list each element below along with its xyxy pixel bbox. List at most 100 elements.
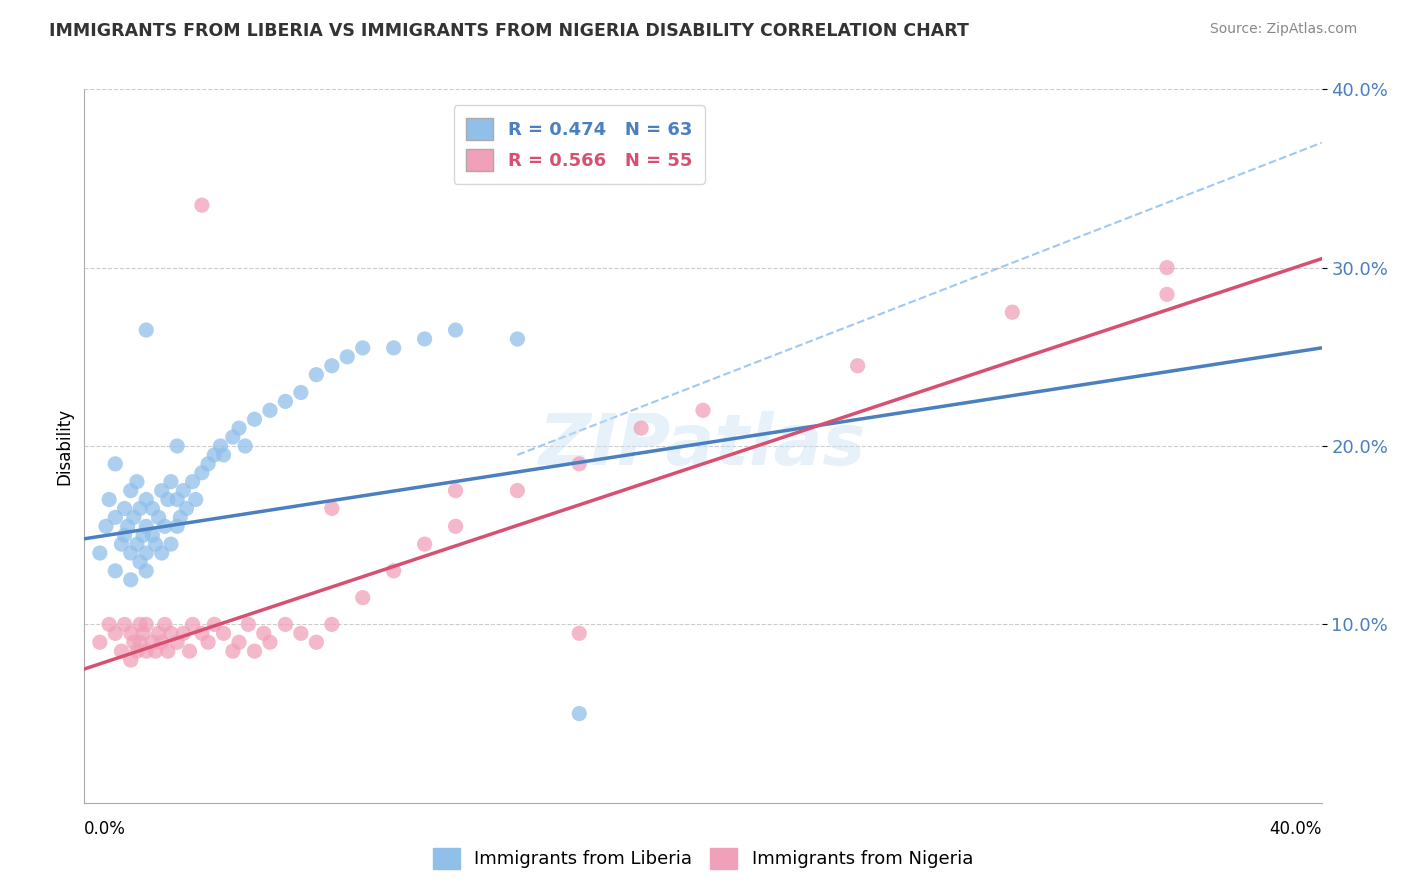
Point xyxy=(444,483,467,498)
Point xyxy=(160,475,183,489)
Point xyxy=(148,626,170,640)
Point xyxy=(117,519,139,533)
Point xyxy=(197,635,219,649)
Point xyxy=(120,653,142,667)
Point xyxy=(238,617,260,632)
Point xyxy=(104,457,127,471)
Point xyxy=(166,492,188,507)
Point xyxy=(153,519,176,533)
Point xyxy=(166,439,188,453)
Point xyxy=(692,403,714,417)
Text: 0.0%: 0.0% xyxy=(84,820,127,838)
Point xyxy=(191,198,214,212)
Point xyxy=(352,341,374,355)
Point xyxy=(197,457,219,471)
Point xyxy=(1001,305,1024,319)
Point xyxy=(166,635,188,649)
Point xyxy=(212,626,235,640)
Point xyxy=(568,457,591,471)
Point xyxy=(243,412,266,426)
Point xyxy=(191,626,214,640)
Point xyxy=(259,635,281,649)
Point xyxy=(122,635,145,649)
Point xyxy=(382,341,405,355)
Point xyxy=(120,626,142,640)
Point xyxy=(321,617,343,632)
Point xyxy=(321,359,343,373)
Point xyxy=(132,528,155,542)
Point xyxy=(135,323,157,337)
Point xyxy=(243,644,266,658)
Point xyxy=(114,528,136,542)
Point xyxy=(172,626,194,640)
Point xyxy=(352,591,374,605)
Text: ZIPatlas: ZIPatlas xyxy=(540,411,866,481)
Point xyxy=(122,510,145,524)
Point xyxy=(150,546,173,560)
Point xyxy=(160,537,183,551)
Point xyxy=(156,644,179,658)
Text: IMMIGRANTS FROM LIBERIA VS IMMIGRANTS FROM NIGERIA DISABILITY CORRELATION CHART: IMMIGRANTS FROM LIBERIA VS IMMIGRANTS FR… xyxy=(49,22,969,40)
Point xyxy=(176,501,198,516)
Point xyxy=(114,617,136,632)
Point xyxy=(125,537,148,551)
Point xyxy=(166,519,188,533)
Point xyxy=(98,617,121,632)
Point xyxy=(506,483,529,498)
Point xyxy=(135,519,157,533)
Point xyxy=(444,323,467,337)
Point xyxy=(135,564,157,578)
Point xyxy=(181,617,204,632)
Point xyxy=(228,635,250,649)
Point xyxy=(129,635,152,649)
Point xyxy=(153,617,176,632)
Point xyxy=(413,537,436,551)
Point xyxy=(145,537,167,551)
Point xyxy=(129,555,152,569)
Point xyxy=(209,439,232,453)
Point xyxy=(172,483,194,498)
Point xyxy=(141,501,163,516)
Point xyxy=(233,439,256,453)
Point xyxy=(156,492,179,507)
Point xyxy=(114,501,136,516)
Point xyxy=(125,644,148,658)
Point xyxy=(184,492,207,507)
Text: 40.0%: 40.0% xyxy=(1270,820,1322,838)
Point xyxy=(125,475,148,489)
Point xyxy=(630,421,652,435)
Point xyxy=(120,573,142,587)
Point xyxy=(1156,260,1178,275)
Point xyxy=(89,635,111,649)
Point xyxy=(160,626,183,640)
Point xyxy=(141,528,163,542)
Point xyxy=(132,626,155,640)
Point xyxy=(120,483,142,498)
Point xyxy=(290,385,312,400)
Point xyxy=(110,644,132,658)
Point xyxy=(135,617,157,632)
Point xyxy=(444,519,467,533)
Point xyxy=(506,332,529,346)
Point xyxy=(150,483,173,498)
Point xyxy=(129,501,152,516)
Point xyxy=(104,626,127,640)
Point xyxy=(181,475,204,489)
Point xyxy=(228,421,250,435)
Point xyxy=(1156,287,1178,301)
Point xyxy=(336,350,359,364)
Point xyxy=(135,546,157,560)
Point xyxy=(253,626,276,640)
Point xyxy=(846,359,869,373)
Point xyxy=(191,466,214,480)
Point xyxy=(169,510,191,524)
Point xyxy=(135,644,157,658)
Point xyxy=(305,368,328,382)
Point xyxy=(382,564,405,578)
Point xyxy=(202,617,225,632)
Point xyxy=(290,626,312,640)
Point xyxy=(222,644,245,658)
Point xyxy=(110,537,132,551)
Point xyxy=(104,510,127,524)
Point xyxy=(141,635,163,649)
